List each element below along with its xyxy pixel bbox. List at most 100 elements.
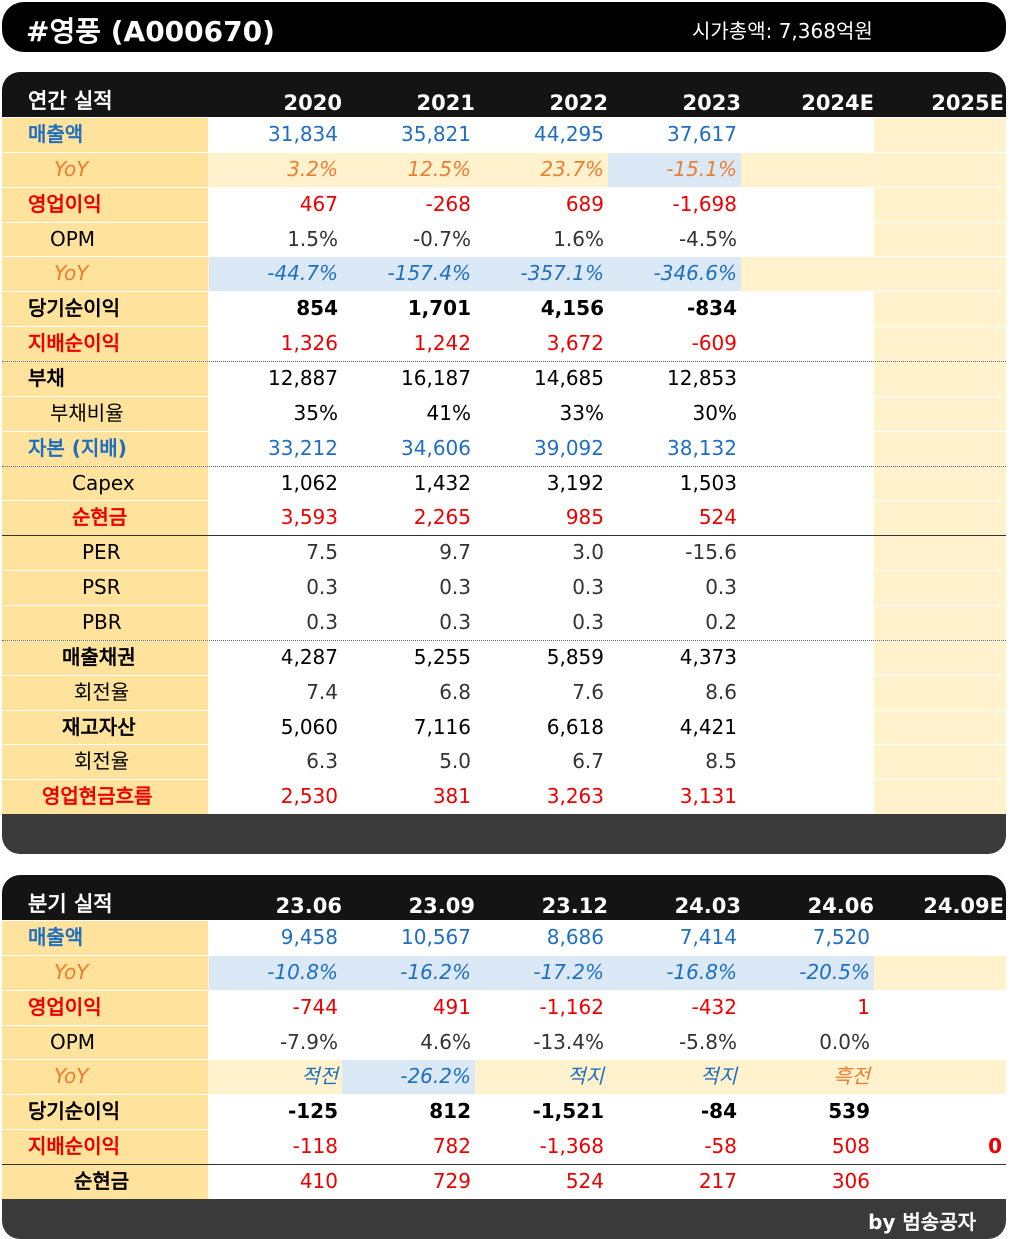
- table-cell: 12.5%: [407, 156, 471, 181]
- table-row: OPM 1.5% -0.7% 1.6% -4.5%: [2, 222, 1006, 257]
- estimate-area: [874, 780, 1006, 815]
- table-cell: 812: [429, 1099, 471, 1124]
- table-row: YoY 3.2% 12.5% 23.7% -15.1%: [2, 152, 1006, 187]
- author-credit: by 범송공자: [868, 1209, 976, 1234]
- table-cell: 985: [565, 505, 604, 530]
- table-cell: 5,060: [280, 714, 338, 739]
- company-title: #영풍 (A000670): [26, 15, 275, 48]
- table-cell: 381: [432, 784, 471, 809]
- row-highlight: [208, 152, 1006, 187]
- table-cell: -17.2%: [475, 955, 608, 990]
- table-cell: 3.2%: [287, 156, 338, 181]
- table-row: 순현금 3,593 2,265 985 524: [2, 500, 1006, 536]
- row-label: 매출액: [2, 921, 208, 955]
- table-row: 재고자산 5,060 7,116 6,618 4,421: [2, 710, 1006, 745]
- table-cell: 44,295: [534, 122, 604, 146]
- table-cell: -10.8%: [209, 955, 342, 990]
- row-label: 순현금: [2, 501, 208, 536]
- table-cell: -834: [686, 296, 737, 321]
- quarterly-col-header: 23.09: [408, 894, 475, 918]
- table-cell: 30%: [692, 400, 737, 425]
- table-cell: 8.6: [705, 679, 737, 704]
- quarterly-body: 매출액 9,458 10,567 8,686 7,414 7,520 YoY -10.8% -1…: [2, 920, 1006, 1199]
- table-row: 부채 12,887 16,187 14,685 12,853: [2, 361, 1006, 396]
- row-label: YoY: [2, 257, 208, 292]
- estimate-area: [874, 501, 1006, 536]
- market-cap: 시가총액: 7,368억원: [692, 19, 873, 43]
- table-row: PER 7.5 9.7 3.0 -15.6: [2, 535, 1006, 571]
- table-cell: 0.3: [572, 610, 604, 635]
- table-cell: 1,062: [280, 470, 338, 495]
- row-label: YoY: [2, 152, 208, 187]
- table-cell: -1,521: [532, 1099, 604, 1124]
- annual-col-header: 2023: [682, 91, 741, 115]
- table-cell: 4.6%: [420, 1029, 471, 1054]
- annual-col-header: 2025E: [931, 91, 1004, 115]
- table-cell: 467: [299, 191, 338, 216]
- table-cell: 2,530: [280, 784, 338, 809]
- table-cell: -118: [292, 1134, 338, 1159]
- row-label: PSR: [2, 571, 208, 606]
- estimate-area: [874, 466, 1006, 501]
- row-label: 당기순이익: [2, 292, 208, 327]
- table-row: 지배순이익 -118 782 -1,368 -58 508 0: [2, 1129, 1006, 1165]
- table-cell: -26.2%: [342, 1060, 475, 1095]
- table-cell: -5.8%: [678, 1029, 737, 1054]
- table-row: 당기순이익 -125 812 -1,521 -84 539: [2, 1094, 1006, 1130]
- table-cell: 1,503: [679, 470, 737, 495]
- table-cell: 1,701: [407, 296, 471, 321]
- quarterly-col-header: 24.09E: [923, 894, 1004, 918]
- table-cell: 31,834: [268, 122, 338, 146]
- table-cell: 0.3: [439, 575, 471, 600]
- row-label: 자본 (지배): [2, 431, 208, 466]
- table-cell: 6.8: [439, 679, 471, 704]
- row-label: 당기순이익: [2, 1095, 208, 1130]
- row-label: 부채비율: [2, 396, 208, 431]
- table-row: 영업현금흐름 2,530 381 3,263 3,131: [2, 779, 1006, 815]
- table-cell: 23.7%: [540, 156, 604, 181]
- table-row: OPM -7.9% 4.6% -13.4% -5.8% 0.0%: [2, 1025, 1006, 1060]
- table-cell: 3,672: [546, 331, 604, 356]
- row-label: 매출채권: [2, 640, 208, 675]
- table-cell: -15.6: [685, 540, 737, 565]
- table-cell: 7.6: [572, 679, 604, 704]
- table-cell: -609: [691, 331, 737, 356]
- table-cell: 0.2: [705, 610, 737, 635]
- table-cell: 6,618: [546, 714, 604, 739]
- annual-results-table: 연간 실적 2020 2021 2022 2023 2024E 2025E 매출액 31,8…: [2, 72, 1006, 855]
- table-cell: 9.7: [439, 540, 471, 565]
- table-cell: 7,116: [413, 714, 471, 739]
- table-cell: 14,685: [534, 366, 604, 391]
- table-cell: -346.6%: [608, 257, 741, 292]
- row-label: 영업이익: [2, 990, 208, 1025]
- estimate-area: [874, 675, 1006, 710]
- quarterly-header-row: 분기 실적 23.06 23.09 23.12 24.03 24.06 24.09E: [2, 875, 1006, 920]
- table-row: 부채비율 35% 41% 33% 30%: [2, 396, 1006, 431]
- table-row: 매출채권 4,287 5,255 5,859 4,373: [2, 639, 1006, 675]
- table-cell: -44.7%: [209, 257, 342, 292]
- table-cell: 적지: [700, 1064, 737, 1089]
- quarterly-results-table: 분기 실적 23.06 23.09 23.12 24.03 24.06 24.09E 매출…: [2, 875, 1006, 1239]
- table-cell: 0.3: [439, 610, 471, 635]
- table-cell: 2,265: [413, 505, 471, 530]
- table-cell: -4.5%: [678, 226, 737, 251]
- table-cell: 729: [432, 1169, 471, 1194]
- table-cell: 5,255: [413, 644, 471, 669]
- quarterly-table-label: 분기 실적: [28, 892, 113, 916]
- table-cell: 306: [831, 1169, 870, 1194]
- quarterly-footer: by 범송공자: [2, 1198, 1006, 1239]
- quarterly-col-header: 23.06: [275, 894, 342, 918]
- row-highlight: [208, 1060, 1006, 1095]
- table-cell: 7.5: [306, 540, 338, 565]
- table-cell: 35,821: [401, 122, 471, 146]
- table-cell: -1,368: [539, 1134, 604, 1159]
- table-cell: 0.3: [306, 610, 338, 635]
- table-cell: -16.8%: [608, 955, 741, 990]
- table-cell: 508: [831, 1134, 870, 1159]
- estimate-area: [874, 571, 1006, 606]
- table-cell: 217: [698, 1169, 737, 1194]
- row-label: OPM: [2, 1025, 208, 1060]
- table-row: YoY -44.7% -157.4% -357.1% -346.6%: [2, 256, 1006, 292]
- quarterly-col-header: 24.06: [807, 894, 874, 918]
- table-cell: 1.6%: [553, 226, 604, 251]
